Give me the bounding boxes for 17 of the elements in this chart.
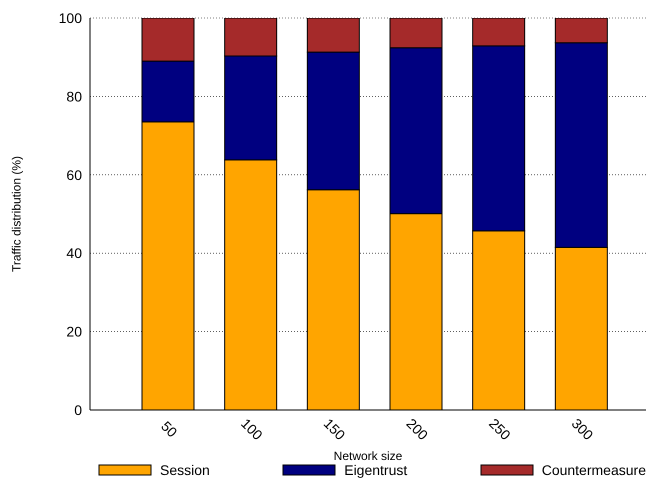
y-axis-title: Traffic distribution (%) — [9, 156, 24, 272]
y-tick-label: 40 — [66, 245, 82, 262]
x-tick-label: 150 — [320, 415, 349, 444]
y-tick-label: 0 — [74, 402, 82, 418]
x-tick-label: 50 — [158, 418, 181, 440]
x-tick-label: 100 — [238, 415, 266, 444]
x-tick-label: 250 — [486, 415, 514, 444]
y-tick-label: 100 — [58, 10, 82, 26]
x-tick-label: 300 — [568, 415, 597, 444]
y-tick-label: 20 — [66, 324, 82, 340]
y-tick-label: 60 — [66, 166, 82, 183]
x-tick-label: 200 — [403, 415, 432, 444]
x-axis-title: Network size — [334, 449, 403, 463]
legend-label: Session — [160, 462, 210, 478]
y-tick-label: 80 — [66, 88, 82, 104]
legend-label: Countermeasure — [542, 462, 646, 478]
legend-label: Eigentrust — [344, 462, 408, 478]
